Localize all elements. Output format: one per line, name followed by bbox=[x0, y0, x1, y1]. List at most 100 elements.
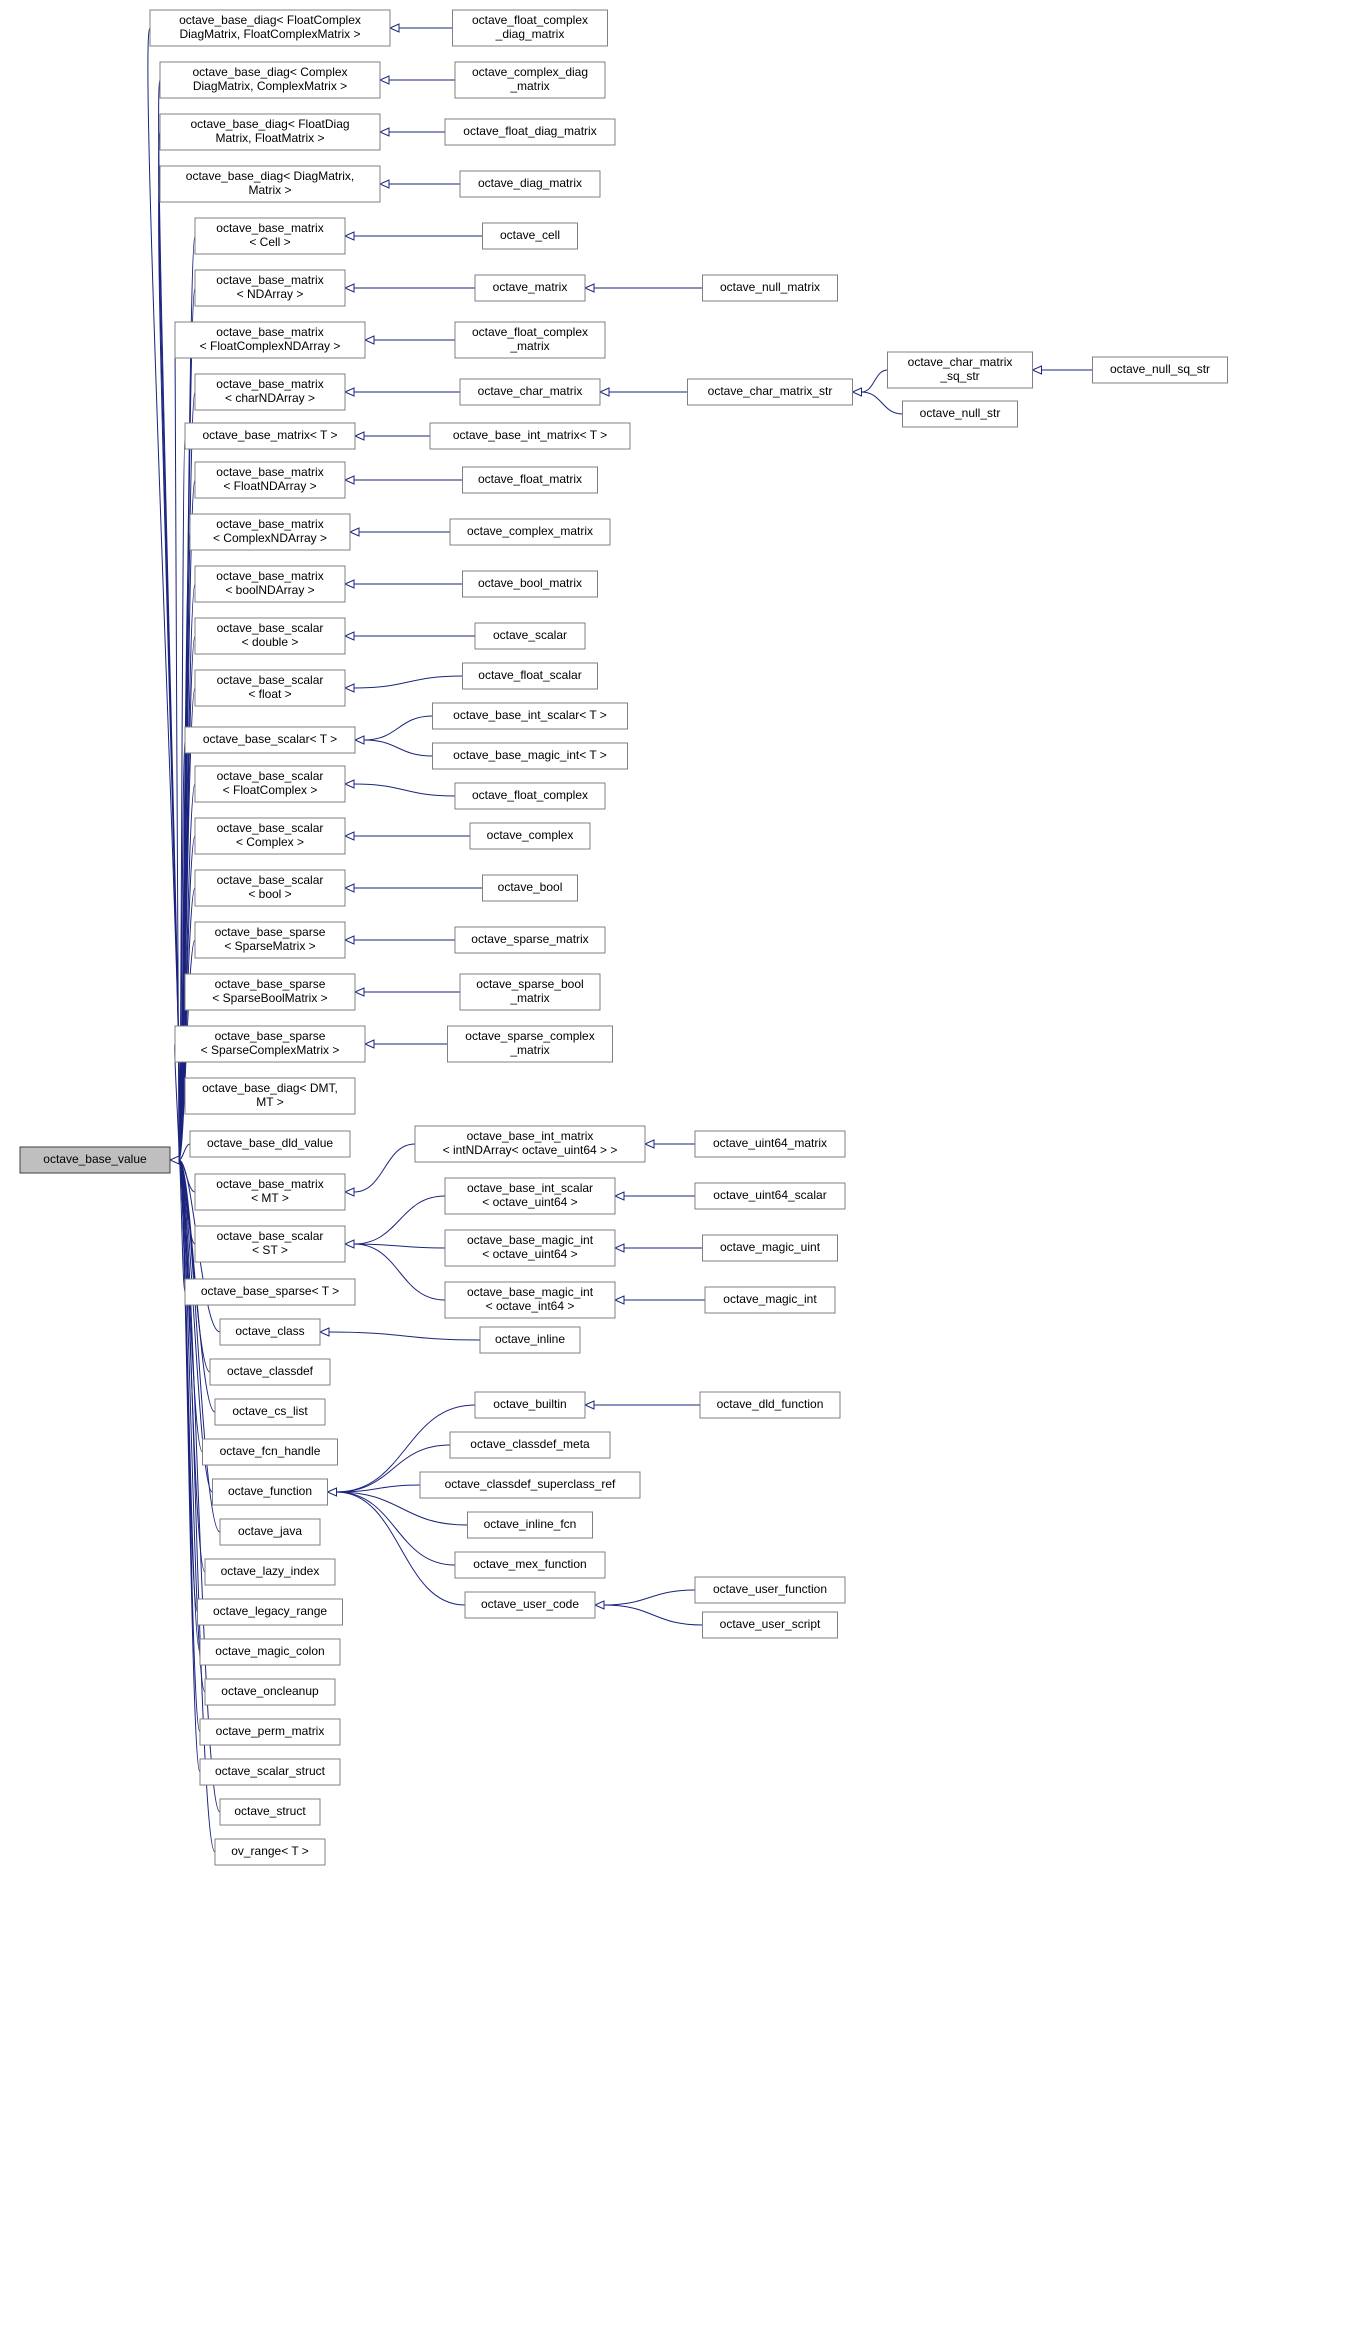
class-label: octave_base_sparse bbox=[215, 925, 326, 939]
class-label: octave_base_matrix bbox=[216, 273, 323, 287]
class-label: octave_base_scalar bbox=[217, 1229, 324, 1243]
class-label: < Complex > bbox=[236, 835, 304, 849]
class-label: octave_float_matrix bbox=[478, 472, 582, 486]
inheritance-arrow bbox=[345, 684, 354, 692]
class-label: < octave_uint64 > bbox=[482, 1247, 577, 1261]
class-label: octave_base_int_scalar bbox=[467, 1181, 593, 1195]
class-label: octave_magic_uint bbox=[720, 1240, 821, 1254]
class-label: < intNDArray< octave_uint64 > > bbox=[443, 1143, 618, 1157]
class-label: octave_classdef bbox=[227, 1364, 314, 1378]
inheritance-arrow bbox=[380, 76, 389, 84]
class-label: octave_null_str bbox=[920, 406, 1001, 420]
class-label: < MT > bbox=[251, 1191, 289, 1205]
class-label: < ComplexNDArray > bbox=[213, 531, 327, 545]
class-label: octave_base_dld_value bbox=[207, 1136, 333, 1150]
class-label: octave_scalar bbox=[493, 628, 567, 642]
class-label: octave_complex_diag bbox=[472, 65, 588, 79]
class-label: _sq_str bbox=[939, 369, 979, 383]
inherits-edge bbox=[354, 1244, 445, 1300]
class-label: < FloatComplex > bbox=[223, 783, 318, 797]
inheritance-arrow bbox=[345, 632, 354, 640]
class-label: < SparseBoolMatrix > bbox=[212, 991, 327, 1005]
class-label: < FloatNDArray > bbox=[223, 479, 316, 493]
class-label: octave_base_matrix bbox=[216, 325, 323, 339]
inheritance-arrow bbox=[350, 528, 359, 536]
class-label: octave_classdef_meta bbox=[470, 1437, 590, 1451]
class-label: octave_scalar_struct bbox=[215, 1764, 326, 1778]
class-label: octave_float_complex bbox=[472, 788, 588, 802]
inheritance-arrow bbox=[345, 1188, 354, 1196]
inheritance-arrow bbox=[345, 832, 354, 840]
inheritance-arrow bbox=[585, 284, 594, 292]
class-label: _matrix bbox=[509, 339, 549, 353]
class-label: octave_base_sparse bbox=[215, 977, 326, 991]
inherits-edge bbox=[354, 1196, 445, 1244]
inheritance-arrow bbox=[345, 884, 354, 892]
inheritance-arrow bbox=[615, 1296, 624, 1304]
class-label: octave_bool bbox=[498, 880, 563, 894]
inherits-edge bbox=[364, 716, 433, 740]
class-label: octave_float_diag_matrix bbox=[463, 124, 596, 138]
class-label: < ST > bbox=[252, 1243, 288, 1257]
class-label: octave_base_sparse< T > bbox=[201, 1284, 339, 1298]
inheritance-arrow bbox=[1033, 366, 1042, 374]
class-label: octave_user_script bbox=[720, 1617, 821, 1631]
inheritance-arrow bbox=[853, 388, 862, 396]
inheritance-arrow bbox=[365, 336, 374, 344]
class-label: octave_struct bbox=[234, 1804, 306, 1818]
class-label: octave_null_sq_str bbox=[1110, 362, 1210, 376]
inheritance-arrow bbox=[328, 1488, 337, 1496]
class-label: octave_mex_function bbox=[473, 1557, 586, 1571]
inheritance-arrow bbox=[345, 284, 354, 292]
class-label: octave_legacy_range bbox=[213, 1604, 327, 1618]
class-label: octave_base_magic_int< T > bbox=[453, 748, 607, 762]
class-label: octave_uint64_scalar bbox=[713, 1188, 826, 1202]
class-label: < FloatComplexNDArray > bbox=[200, 339, 341, 353]
class-label: octave_base_scalar bbox=[217, 673, 324, 687]
class-label: octave_base_diag< DiagMatrix, bbox=[186, 169, 354, 183]
class-label: < boolNDArray > bbox=[225, 583, 314, 597]
class-label: octave_cs_list bbox=[232, 1404, 308, 1418]
class-label: < octave_int64 > bbox=[486, 1299, 575, 1313]
class-label: octave_null_matrix bbox=[720, 280, 820, 294]
inheritance-arrow bbox=[615, 1192, 624, 1200]
class-label: < float > bbox=[248, 687, 291, 701]
class-label: octave_oncleanup bbox=[221, 1684, 319, 1698]
inheritance-arrow bbox=[365, 1040, 374, 1048]
class-label: Matrix, FloatMatrix > bbox=[215, 131, 324, 145]
class-label: octave_base_int_scalar< T > bbox=[453, 708, 607, 722]
inheritance-arrow bbox=[645, 1140, 654, 1148]
inheritance-arrow bbox=[355, 736, 364, 744]
class-label: octave_base_scalar bbox=[217, 821, 324, 835]
class-label: octave_sparse_bool bbox=[476, 977, 583, 991]
class-label: octave_char_matrix bbox=[478, 384, 583, 398]
class-label: octave_base_magic_int bbox=[467, 1233, 594, 1247]
inheritance-arrow bbox=[585, 1401, 594, 1409]
class-label: ov_range< T > bbox=[231, 1844, 309, 1858]
inheritance-arrow bbox=[345, 580, 354, 588]
class-label: octave_base_scalar< T > bbox=[203, 732, 337, 746]
inherits-edge bbox=[862, 370, 888, 392]
class-label: octave_base_diag< Complex bbox=[192, 65, 347, 79]
class-label: octave_sparse_matrix bbox=[471, 932, 588, 946]
inherits-edge bbox=[337, 1492, 466, 1605]
class-label: octave_cell bbox=[500, 228, 560, 242]
class-label: octave_base_magic_int bbox=[467, 1285, 594, 1299]
class-label: octave_base_matrix bbox=[216, 221, 323, 235]
class-label: octave_function bbox=[228, 1484, 312, 1498]
inheritance-arrow bbox=[615, 1244, 624, 1252]
class-label: < octave_uint64 > bbox=[482, 1195, 577, 1209]
inheritance-arrow bbox=[595, 1601, 604, 1609]
class-label: Matrix > bbox=[248, 183, 291, 197]
class-label: < NDArray > bbox=[237, 287, 304, 301]
class-label: octave_bool_matrix bbox=[478, 576, 582, 590]
class-label: octave_magic_colon bbox=[215, 1644, 324, 1658]
inherits-edge bbox=[337, 1492, 456, 1565]
class-label: < SparseComplexMatrix > bbox=[201, 1043, 340, 1057]
class-label: < charNDArray > bbox=[225, 391, 315, 405]
class-label: octave_base_diag< FloatComplex bbox=[179, 13, 361, 27]
class-label: < double > bbox=[242, 635, 299, 649]
class-label: octave_base_scalar bbox=[217, 769, 324, 783]
class-label: octave_char_matrix bbox=[908, 355, 1013, 369]
inheritance-arrow bbox=[345, 476, 354, 484]
